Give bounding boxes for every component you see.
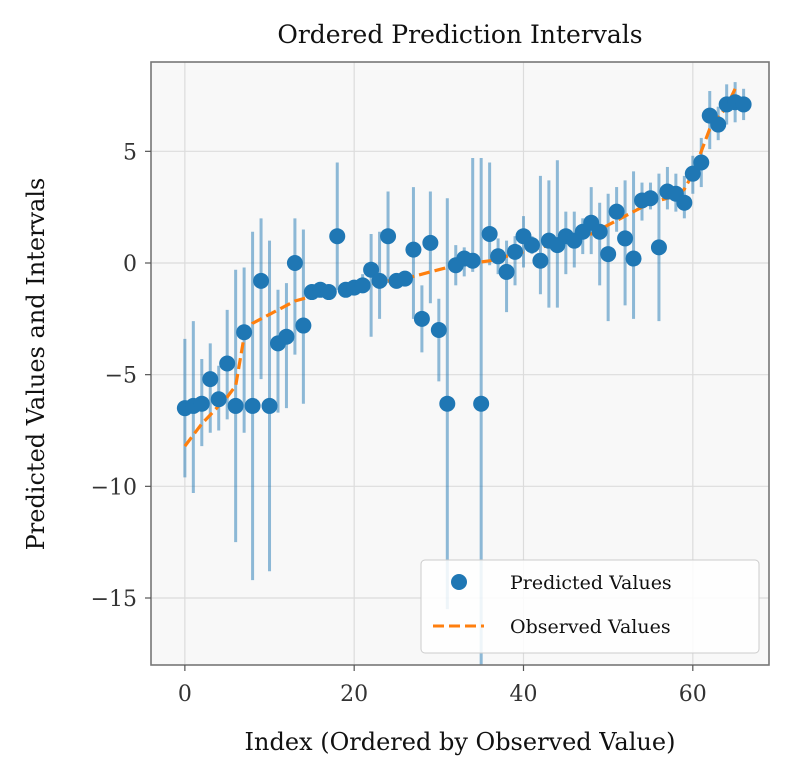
predicted-point <box>286 255 303 271</box>
predicted-point <box>481 225 498 242</box>
predicted-point <box>193 395 210 412</box>
predicted-point <box>210 391 227 408</box>
predicted-point <box>617 230 634 247</box>
predicted-point <box>523 237 540 254</box>
predicted-point <box>244 397 261 414</box>
x-tick-label: 60 <box>679 682 707 707</box>
predicted-point <box>227 397 244 414</box>
x-tick-label: 20 <box>340 682 368 707</box>
predicted-point <box>490 248 507 265</box>
predicted-point <box>363 261 380 278</box>
legend-label-observed: Observed Values <box>510 616 671 638</box>
predicted-point <box>329 228 346 245</box>
predicted-point <box>498 263 515 280</box>
predicted-point <box>219 355 236 372</box>
predicted-point <box>261 397 278 414</box>
predicted-point <box>405 241 422 258</box>
predicted-point <box>464 252 481 269</box>
predicted-point <box>532 252 549 269</box>
y-tick-label: 5 <box>123 140 137 165</box>
predicted-point <box>710 116 727 133</box>
predicted-point <box>591 223 608 240</box>
predicted-point <box>693 154 710 171</box>
predicted-point <box>430 322 447 338</box>
predicted-point <box>413 310 430 327</box>
y-tick-label: −5 <box>105 364 137 389</box>
legend-label-predicted: Predicted Values <box>510 572 672 594</box>
predicted-point <box>380 228 397 245</box>
predicted-point <box>650 239 667 256</box>
predicted-point <box>642 190 659 207</box>
predicted-point <box>422 234 439 251</box>
predicted-point <box>507 243 524 260</box>
predicted-point <box>676 194 693 211</box>
legend-box <box>420 559 760 654</box>
legend-marker-predicted <box>451 574 467 590</box>
y-tick-label: −15 <box>91 587 137 612</box>
legend: Predicted Values Observed Values <box>420 559 760 654</box>
predicted-point <box>600 246 617 263</box>
x-axis-label: Index (Ordered by Observed Value) <box>245 728 676 756</box>
predicted-point <box>396 270 413 287</box>
predicted-point <box>608 203 625 220</box>
predicted-point <box>473 395 490 412</box>
predicted-point <box>371 272 388 289</box>
y-axis-ticks: −15 −10 −5 0 5 <box>91 140 151 612</box>
predicted-point <box>684 165 701 182</box>
y-tick-label: −10 <box>91 475 137 500</box>
predicted-point <box>320 284 337 301</box>
predicted-point <box>295 317 312 334</box>
y-tick-label: 0 <box>123 252 137 277</box>
x-tick-label: 0 <box>178 682 192 707</box>
plot-area-frame <box>150 61 770 666</box>
predicted-point <box>354 277 371 294</box>
x-axis-ticks: 0 20 40 60 <box>178 665 707 707</box>
x-tick-label: 40 <box>509 682 537 707</box>
y-axis-label: Predicted Values and Intervals <box>22 178 50 551</box>
predicted-point <box>439 395 456 412</box>
predicted-point <box>625 250 642 267</box>
predicted-values-series <box>176 94 752 417</box>
predicted-point <box>735 96 752 113</box>
predicted-point <box>236 324 253 341</box>
predicted-point <box>253 272 270 289</box>
chart-title: Ordered Prediction Intervals <box>277 20 642 49</box>
predicted-point <box>202 371 219 388</box>
predicted-point <box>278 328 295 345</box>
